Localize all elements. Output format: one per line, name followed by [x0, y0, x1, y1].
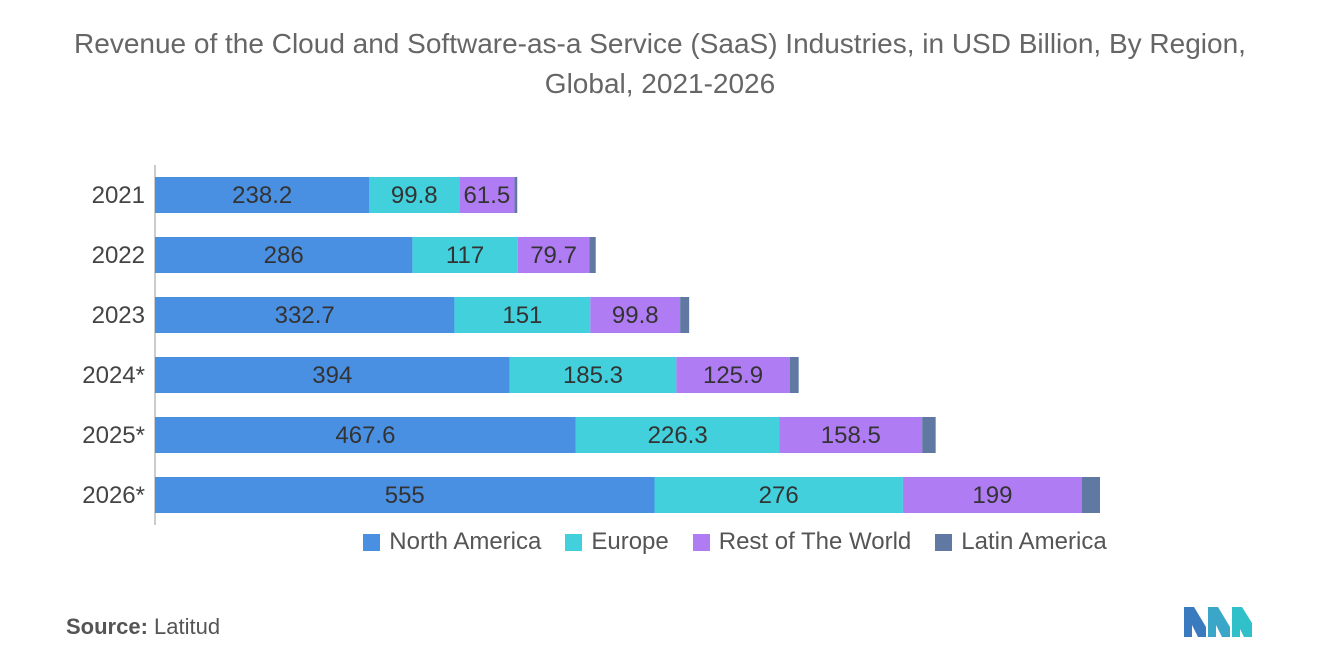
- bar-europe[interactable]: [412, 237, 518, 273]
- bar-latin-america[interactable]: [789, 357, 799, 393]
- data-label: 117: [446, 242, 484, 269]
- bar-rest-of-the-world[interactable]: [676, 357, 790, 393]
- data-label: 276: [759, 482, 799, 509]
- y-tick-label: 2025*: [82, 422, 145, 449]
- legend-label: Europe: [591, 528, 669, 555]
- data-label: 99.8: [612, 302, 659, 329]
- bar-latin-america[interactable]: [589, 237, 596, 273]
- bar-rest-of-the-world[interactable]: [902, 477, 1082, 513]
- legend: North America Europe Rest of The World L…: [0, 528, 1320, 556]
- legend-label: Rest of The World: [718, 528, 912, 555]
- bar-europe[interactable]: [369, 177, 460, 213]
- y-tick-label: 2023: [92, 302, 145, 329]
- bar-europe[interactable]: [575, 417, 780, 453]
- bar-rest-of-the-world[interactable]: [517, 237, 590, 273]
- data-label: 467.6: [335, 422, 395, 449]
- data-label: 332.7: [275, 302, 335, 329]
- source-value: Latitud: [154, 614, 221, 639]
- data-label: 151: [502, 302, 542, 329]
- source-note: Source: Latitud: [66, 614, 220, 640]
- bar-north-america[interactable]: [155, 417, 576, 453]
- bar-north-america[interactable]: [155, 237, 413, 273]
- bar-rest-of-the-world[interactable]: [590, 297, 681, 333]
- data-label: 79.7: [530, 242, 577, 269]
- data-label: 286: [264, 242, 304, 269]
- legend-item-rest-of-world[interactable]: Rest of The World: [692, 528, 912, 556]
- bar-north-america[interactable]: [155, 297, 455, 333]
- bar-north-america[interactable]: [155, 177, 370, 213]
- data-label: 99.8: [391, 182, 438, 209]
- legend-swatch-latin-america: [935, 533, 953, 551]
- bar-europe[interactable]: [454, 297, 591, 333]
- data-label: 555: [385, 482, 425, 509]
- bar-europe[interactable]: [654, 477, 903, 513]
- bar-north-america[interactable]: [155, 477, 655, 513]
- bar-rest-of-the-world[interactable]: [459, 177, 515, 213]
- legend-swatch-north-america: [363, 533, 381, 551]
- data-label: 238.2: [232, 182, 292, 209]
- bar-latin-america[interactable]: [922, 417, 936, 453]
- data-label: 226.3: [648, 422, 708, 449]
- data-label: 158.5: [821, 422, 881, 449]
- legend-item-europe[interactable]: Europe: [565, 528, 669, 556]
- brand-logo-icon: [1184, 607, 1252, 637]
- y-tick-label: 2022: [92, 242, 145, 269]
- y-tick-label: 2024*: [82, 362, 145, 389]
- bar-latin-america[interactable]: [680, 297, 690, 333]
- data-label: 185.3: [563, 362, 623, 389]
- y-tick-label: 2021: [92, 182, 145, 209]
- data-label: 61.5: [464, 182, 511, 209]
- legend-swatch-europe: [565, 533, 583, 551]
- bar-rest-of-the-world[interactable]: [779, 417, 923, 453]
- legend-swatch-rest-of-world: [692, 533, 710, 551]
- legend-item-north-america[interactable]: North America: [363, 528, 541, 556]
- source-label: Source:: [66, 614, 148, 639]
- legend-label: Latin America: [961, 528, 1107, 555]
- data-label: 394: [312, 362, 352, 389]
- bar-north-america[interactable]: [155, 357, 510, 393]
- data-label: 199: [972, 482, 1012, 509]
- legend-item-latin-america[interactable]: Latin America: [935, 528, 1107, 556]
- data-label: 125.9: [703, 362, 763, 389]
- legend-label: North America: [389, 528, 542, 555]
- bar-europe[interactable]: [509, 357, 677, 393]
- bar-latin-america[interactable]: [514, 177, 518, 213]
- bar-latin-america[interactable]: [1082, 477, 1100, 513]
- y-tick-label: 2026*: [82, 482, 145, 509]
- chart-title: Revenue of the Cloud and Software-as-a S…: [74, 28, 1246, 99]
